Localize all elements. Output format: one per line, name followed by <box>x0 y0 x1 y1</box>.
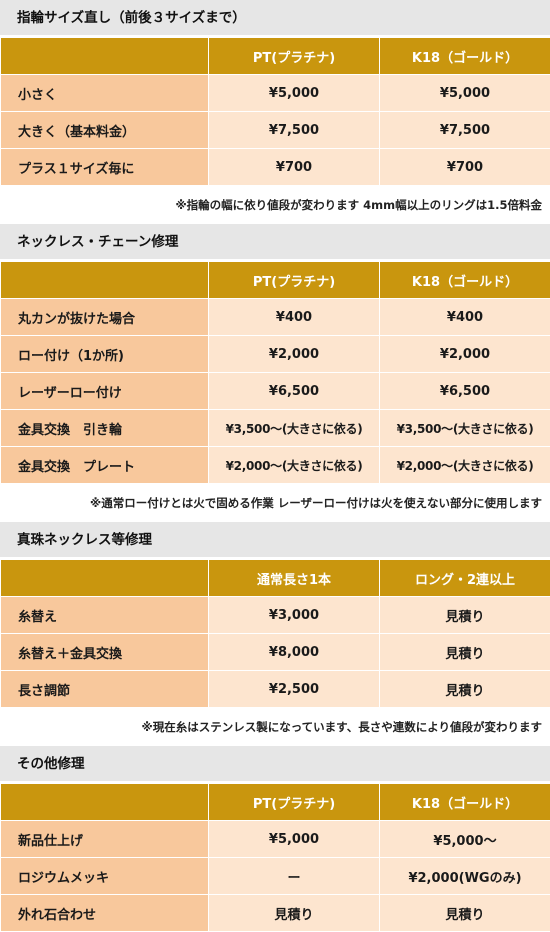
table-row: 外れ石合わせ 見積り 見積り <box>1 895 550 932</box>
price-table: PT(プラチナ) K18（ゴールド） 新品仕上げ ¥5,000 ¥5,000～ … <box>0 783 550 932</box>
section-title: 指輪サイズ直し（前後３サイズまで） <box>0 0 550 37</box>
header-blank <box>1 262 209 299</box>
price-cell: ¥5,000～ <box>380 821 550 858</box>
row-label: 金具交換 プレート <box>1 447 209 484</box>
section-pearl-necklace-repair: 真珠ネックレス等修理 通常長さ1本 ロング・2連以上 糸替え ¥3,000 見積… <box>0 522 550 746</box>
table-row: 糸替え＋金具交換 ¥8,000 見積り <box>1 634 550 671</box>
row-label: 小さく <box>1 75 209 112</box>
table-row: ロジウムメッキ ー ¥2,000(WGのみ) <box>1 858 550 895</box>
header-blank <box>1 784 209 821</box>
section-other-repair: その他修理 PT(プラチナ) K18（ゴールド） 新品仕上げ ¥5,000 ¥5… <box>0 746 550 932</box>
header-blank <box>1 560 209 597</box>
section-title: その他修理 <box>0 746 550 783</box>
price-cell: ¥5,000 <box>209 75 380 112</box>
row-label: 大きく（基本料金） <box>1 112 209 149</box>
row-label: レーザーロー付け <box>1 373 209 410</box>
table-row: 金具交換 プレート ¥2,000～(大きさに依る) ¥2,000～(大きさに依る… <box>1 447 550 484</box>
price-cell: ¥2,000～(大きさに依る) <box>380 447 550 484</box>
section-ring-resize: 指輪サイズ直し（前後３サイズまで） PT(プラチナ) K18（ゴールド） 小さく… <box>0 0 550 224</box>
price-cell: 見積り <box>380 634 550 671</box>
price-cell: ¥400 <box>209 299 380 336</box>
price-table: 通常長さ1本 ロング・2連以上 糸替え ¥3,000 見積り 糸替え＋金具交換 … <box>0 559 550 708</box>
table-header-row: PT(プラチナ) K18（ゴールド） <box>1 262 550 299</box>
table-row: 大きく（基本料金） ¥7,500 ¥7,500 <box>1 112 550 149</box>
price-cell: ¥400 <box>380 299 550 336</box>
price-cell: ¥2,000 <box>209 336 380 373</box>
section-note: ※現在糸はステンレス製になっています、長さや連数により値段が変わります <box>0 708 550 746</box>
price-cell: 見積り <box>380 597 550 634</box>
row-label: 金具交換 引き輪 <box>1 410 209 447</box>
table-row: レーザーロー付け ¥6,500 ¥6,500 <box>1 373 550 410</box>
price-cell: ¥2,500 <box>209 671 380 708</box>
price-cell: ¥2,000～(大きさに依る) <box>209 447 380 484</box>
row-label: 長さ調節 <box>1 671 209 708</box>
section-necklace-chain-repair: ネックレス・チェーン修理 PT(プラチナ) K18（ゴールド） 丸カンが抜けた場… <box>0 224 550 522</box>
price-cell: 見積り <box>380 895 550 932</box>
section-title: ネックレス・チェーン修理 <box>0 224 550 261</box>
price-cell: ¥5,000 <box>209 821 380 858</box>
table-row: プラス１サイズ毎に ¥700 ¥700 <box>1 149 550 186</box>
price-cell: ¥7,500 <box>380 112 550 149</box>
table-row: 糸替え ¥3,000 見積り <box>1 597 550 634</box>
price-cell: ¥3,500～(大きさに依る) <box>209 410 380 447</box>
row-label: ロジウムメッキ <box>1 858 209 895</box>
header-blank <box>1 38 209 75</box>
header-cell: PT(プラチナ) <box>209 784 380 821</box>
table-row: ロー付け（1か所) ¥2,000 ¥2,000 <box>1 336 550 373</box>
price-cell: ¥2,000 <box>380 336 550 373</box>
section-note: ※指輪の幅に依り値段が変わります 4mm幅以上のリングは1.5倍料金 <box>0 186 550 224</box>
price-table: PT(プラチナ) K18（ゴールド） 小さく ¥5,000 ¥5,000 大きく… <box>0 37 550 186</box>
header-cell: PT(プラチナ) <box>209 38 380 75</box>
price-cell: ¥700 <box>209 149 380 186</box>
price-cell: ¥2,000(WGのみ) <box>380 858 550 895</box>
header-cell: K18（ゴールド） <box>380 38 550 75</box>
price-cell: 見積り <box>380 671 550 708</box>
header-cell: PT(プラチナ) <box>209 262 380 299</box>
header-cell: 通常長さ1本 <box>209 560 380 597</box>
header-cell: ロング・2連以上 <box>380 560 550 597</box>
row-label: 糸替え＋金具交換 <box>1 634 209 671</box>
table-header-row: PT(プラチナ) K18（ゴールド） <box>1 38 550 75</box>
price-cell: ¥3,500～(大きさに依る) <box>380 410 550 447</box>
price-cell: ¥8,000 <box>209 634 380 671</box>
price-cell: ¥6,500 <box>380 373 550 410</box>
table-header-row: 通常長さ1本 ロング・2連以上 <box>1 560 550 597</box>
price-cell: ¥700 <box>380 149 550 186</box>
price-cell: ¥3,000 <box>209 597 380 634</box>
price-cell: 見積り <box>209 895 380 932</box>
price-table: PT(プラチナ) K18（ゴールド） 丸カンが抜けた場合 ¥400 ¥400 ロ… <box>0 261 550 484</box>
table-row: 小さく ¥5,000 ¥5,000 <box>1 75 550 112</box>
header-cell: K18（ゴールド） <box>380 784 550 821</box>
row-label: ロー付け（1か所) <box>1 336 209 373</box>
section-note: ※通常ロー付けとは火で固める作業 レーザーロー付けは火を使えない部分に使用します <box>0 484 550 522</box>
price-cell: ¥6,500 <box>209 373 380 410</box>
table-row: 丸カンが抜けた場合 ¥400 ¥400 <box>1 299 550 336</box>
row-label: 外れ石合わせ <box>1 895 209 932</box>
table-row: 長さ調節 ¥2,500 見積り <box>1 671 550 708</box>
row-label: プラス１サイズ毎に <box>1 149 209 186</box>
table-row: 金具交換 引き輪 ¥3,500～(大きさに依る) ¥3,500～(大きさに依る) <box>1 410 550 447</box>
section-title: 真珠ネックレス等修理 <box>0 522 550 559</box>
table-row: 新品仕上げ ¥5,000 ¥5,000～ <box>1 821 550 858</box>
price-cell: ー <box>209 858 380 895</box>
row-label: 糸替え <box>1 597 209 634</box>
row-label: 新品仕上げ <box>1 821 209 858</box>
price-cell: ¥5,000 <box>380 75 550 112</box>
row-label: 丸カンが抜けた場合 <box>1 299 209 336</box>
header-cell: K18（ゴールド） <box>380 262 550 299</box>
price-cell: ¥7,500 <box>209 112 380 149</box>
table-header-row: PT(プラチナ) K18（ゴールド） <box>1 784 550 821</box>
